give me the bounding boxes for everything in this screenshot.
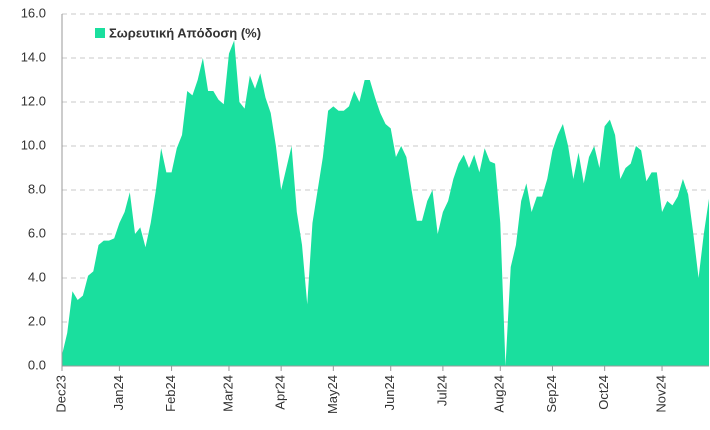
x-tick-label: Sep24 [544,375,559,413]
y-tick-label: 10.0 [21,137,46,152]
y-tick-label: 8.0 [28,181,46,196]
x-tick-label: Aug24 [492,375,507,413]
x-tick-label: Nov24 [653,375,668,413]
area [62,40,709,367]
y-tick-label: 6.0 [28,225,46,240]
y-tick-label: 4.0 [28,269,46,284]
legend-label: Σωρευτική Απόδοση (%) [109,25,261,40]
x-tick-label: Jun24 [382,375,397,410]
y-tick-label: 0.0 [28,357,46,372]
x-tick-label: May24 [325,375,340,414]
x-tick-label: Jul24 [434,375,449,406]
y-tick-label: 12.0 [21,93,46,108]
y-tick-label: 14.0 [21,49,46,64]
y-tick-label: 16.0 [21,5,46,20]
x-tick-label: Jan24 [111,375,126,410]
x-tick-label: Mar24 [220,375,235,412]
legend-swatch [95,28,105,38]
x-tick-label: Oct24 [596,375,611,410]
x-tick-label: Apr24 [273,375,288,410]
x-tick-label: Dec23 [53,375,68,413]
y-tick-label: 2.0 [28,313,46,328]
x-tick-label: Feb24 [163,375,178,412]
